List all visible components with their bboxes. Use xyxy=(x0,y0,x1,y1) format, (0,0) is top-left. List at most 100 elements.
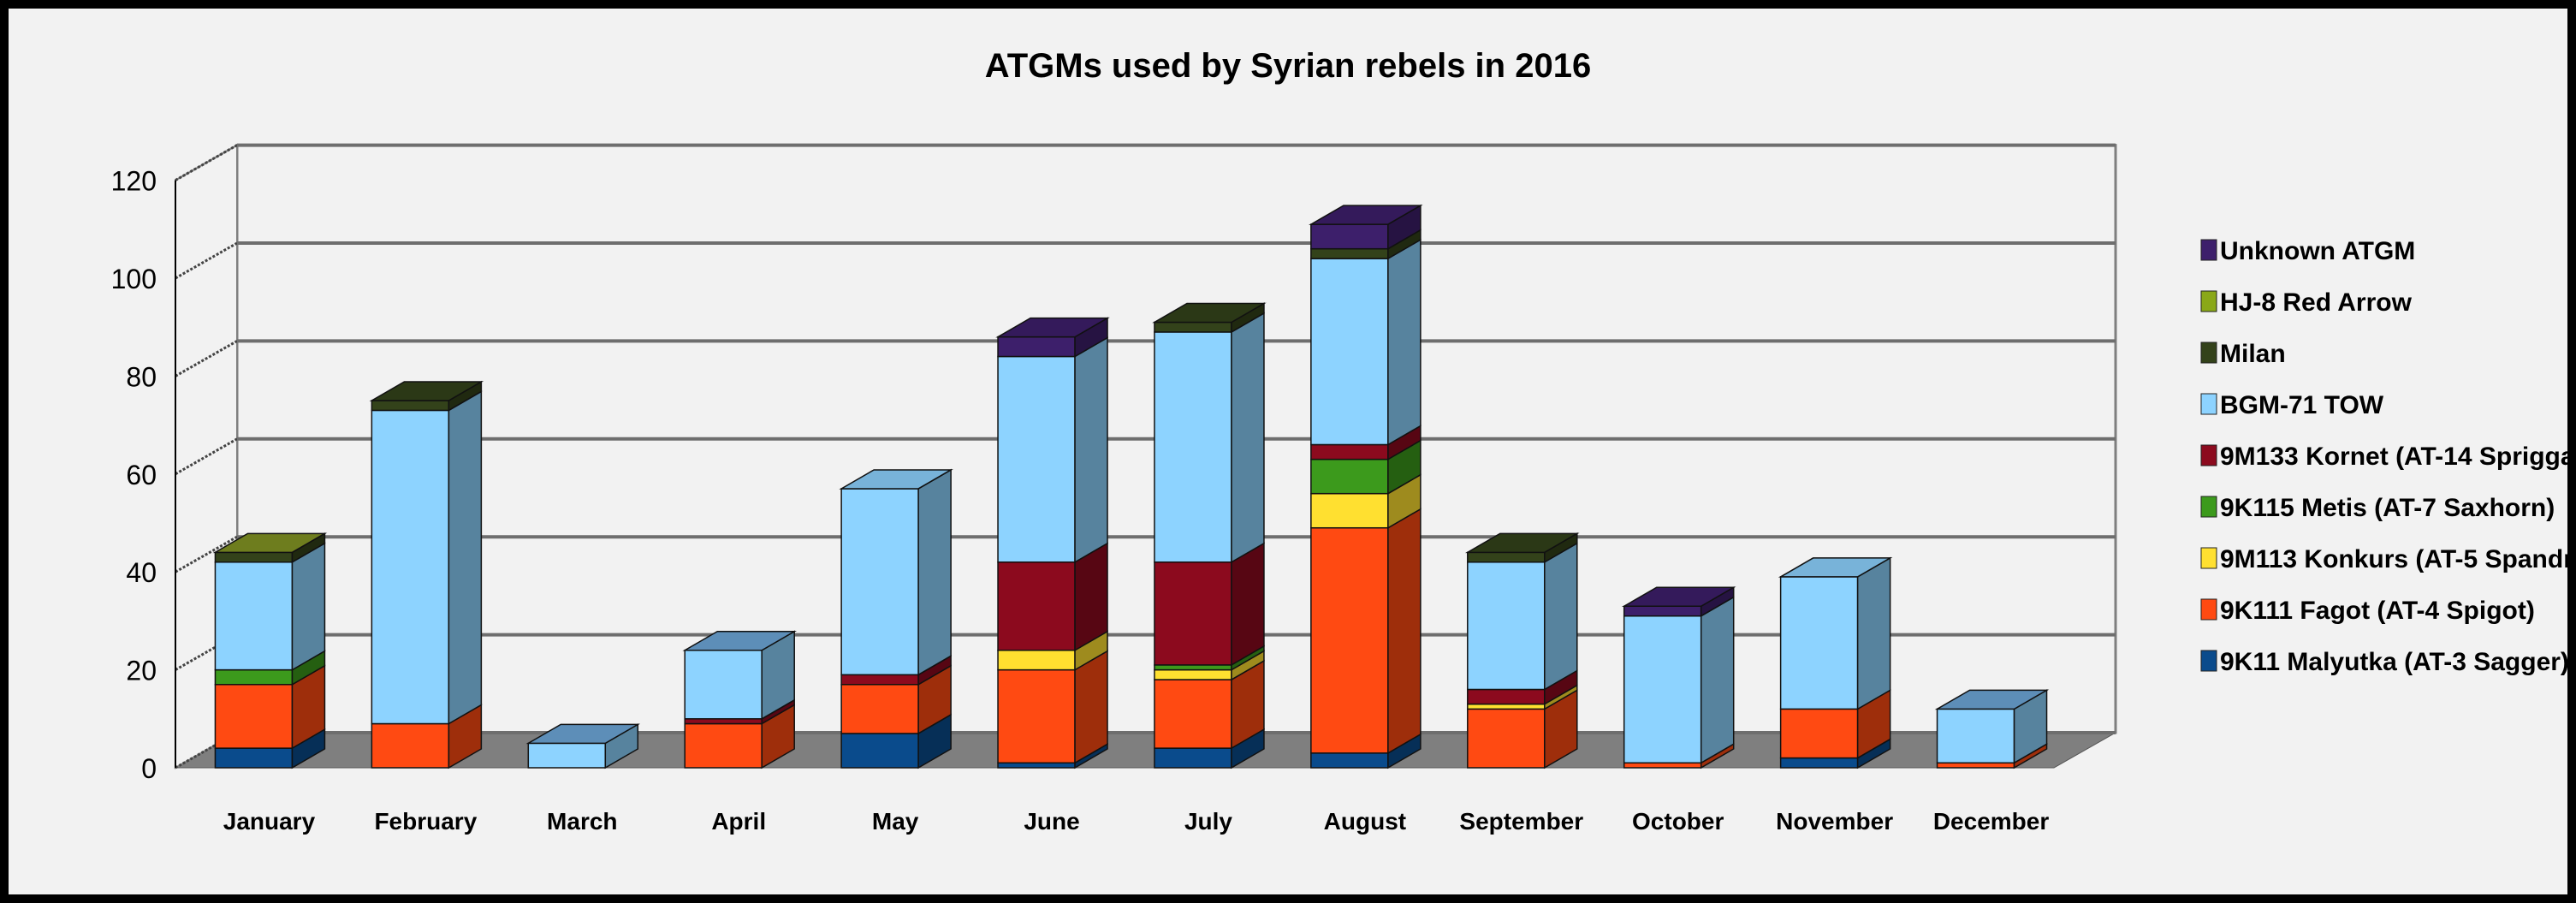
bar-segment xyxy=(1467,551,1546,563)
legend-label-9k115-metis-at-7-saxhorn: 9K115 Metis (AT-7 Saxhorn) xyxy=(2220,494,2555,522)
x-tick-label-january: January xyxy=(223,808,316,835)
bar-segment xyxy=(1310,752,1389,769)
x-tick-label-april: April xyxy=(711,808,766,835)
x-tick-label-may: May xyxy=(872,808,919,835)
bar-segment xyxy=(840,733,919,769)
y-tick-label: 120 xyxy=(111,166,157,197)
x-tick-label-august: August xyxy=(1324,808,1406,835)
bar-top-cap xyxy=(525,723,641,745)
legend-label-milan: Milan xyxy=(2220,340,2286,368)
bar-segment xyxy=(1154,664,1232,671)
gridline-side xyxy=(175,241,238,280)
x-tick-label-june: June xyxy=(1024,808,1079,835)
bar-segment xyxy=(1467,703,1546,710)
bar-segment xyxy=(214,668,294,686)
bar-segment xyxy=(997,336,1076,358)
bar-segment xyxy=(527,742,607,769)
legend-label-hj-8-red-arrow: HJ-8 Red Arrow xyxy=(2220,288,2413,317)
bar-segment xyxy=(1310,492,1389,529)
bar-segment xyxy=(997,561,1076,651)
bar-segment-side xyxy=(1231,542,1265,667)
bar-segment xyxy=(1779,576,1859,710)
bar-segment xyxy=(1154,561,1232,666)
bar-segment-side xyxy=(1074,650,1108,764)
bar-segment xyxy=(1310,223,1389,250)
bar-segment xyxy=(371,400,450,412)
legend-label-9k111-fagot-at-4-spigot: 9K111 Fagot (AT-4 Spigot) xyxy=(2220,597,2535,625)
bar-segment xyxy=(1623,762,1702,769)
gridline-side xyxy=(175,731,238,769)
bar-segment xyxy=(1467,708,1546,769)
bar-segment xyxy=(997,649,1076,671)
bar-segment-side xyxy=(1700,596,1735,764)
legend-swatch-9k111-fagot-at-4-spigot xyxy=(2200,598,2217,621)
legend-label-9m133-kornet-at-14-spriggan: 9M133 Kornet (AT-14 Spriggan) xyxy=(2220,443,2576,471)
bar-segment-side xyxy=(1387,238,1422,446)
bar-top-cap xyxy=(1934,689,2050,710)
bar-segment xyxy=(1310,258,1389,446)
gridline-side xyxy=(175,633,238,671)
bar-top-cap xyxy=(995,317,1110,338)
legend-swatch-9m113-konkurs-at-5-spandrel xyxy=(2200,547,2217,569)
bar-top-cap xyxy=(1309,205,1423,225)
bar-top-cap xyxy=(1621,586,1736,607)
legend-label-9k11-malyutka-at-3-sagger: 9K11 Malyutka (AT-3 Sagger) xyxy=(2220,648,2569,676)
x-tick-label-december: December xyxy=(1933,808,2050,835)
x-tick-label-november: November xyxy=(1776,808,1893,835)
bar-segment-side xyxy=(1231,312,1265,564)
legend-swatch-9m133-kornet-at-14-spriggan xyxy=(2200,444,2217,466)
bar-top-cap xyxy=(1464,532,1580,554)
legend-label-9m113-konkurs-at-5-spandrel: 9M113 Konkurs (AT-5 Spandrel) xyxy=(2220,545,2576,573)
bar-segment xyxy=(1936,762,2015,769)
legend-label-bgm-71-tow: BGM-71 TOW xyxy=(2220,391,2384,419)
bar-segment-side xyxy=(917,468,952,676)
bar-segment-side xyxy=(1074,336,1108,564)
bar-top-cap xyxy=(839,469,953,490)
bar-segment xyxy=(1154,331,1232,563)
bar-segment xyxy=(840,684,919,734)
bar-segment-side xyxy=(1387,508,1422,755)
legend-swatch-hj-8-red-arrow xyxy=(2200,290,2217,312)
x-tick-label-october: October xyxy=(1632,808,1724,835)
gridline-side xyxy=(175,437,238,476)
x-tick-label-september: September xyxy=(1459,808,1583,835)
bar-segment xyxy=(214,551,294,563)
bar-top-cap xyxy=(682,630,798,651)
legend-swatch-milan xyxy=(2200,342,2217,364)
bar-segment xyxy=(1154,321,1232,333)
legend-swatch-bgm-71-tow xyxy=(2200,393,2217,415)
bar-segment xyxy=(997,355,1076,563)
y-tick-label: 60 xyxy=(126,460,157,490)
bar-segment xyxy=(1623,605,1702,617)
bar-segment xyxy=(1779,708,1859,759)
bar-segment xyxy=(1154,679,1232,749)
legend-label-unknown-atgm: Unknown ATGM xyxy=(2220,237,2415,265)
bar-segment xyxy=(1467,561,1546,691)
bar-top-cap xyxy=(1778,557,1893,578)
bar-segment xyxy=(214,561,294,671)
bar-segment xyxy=(1310,526,1389,754)
chart-title: ATGMs used by Syrian rebels in 2016 xyxy=(984,47,1592,85)
bar-segment xyxy=(214,747,294,769)
bar-segment xyxy=(1310,247,1389,259)
bar-segment-side xyxy=(1544,542,1578,691)
legend-swatch-unknown-atgm xyxy=(2200,239,2217,261)
bar-segment xyxy=(1310,443,1389,460)
bar-segment xyxy=(684,722,763,769)
gridline-side xyxy=(175,535,238,573)
bar-segment xyxy=(997,668,1076,764)
legend-swatch-9k115-metis-at-7-saxhorn xyxy=(2200,496,2217,518)
x-tick-label-february: February xyxy=(374,808,477,835)
bar-segment xyxy=(840,674,919,686)
bar-segment xyxy=(1154,668,1232,680)
y-tick-label: 80 xyxy=(126,361,157,392)
bar-segment xyxy=(1936,708,2015,764)
bar-top-cap xyxy=(369,381,484,401)
bar-segment xyxy=(1779,757,1859,769)
bar-segment xyxy=(214,684,294,749)
x-tick-label-march: March xyxy=(547,808,617,835)
bar-top-cap xyxy=(212,532,328,554)
bar-segment xyxy=(371,722,450,769)
bar-segment xyxy=(1310,458,1389,495)
